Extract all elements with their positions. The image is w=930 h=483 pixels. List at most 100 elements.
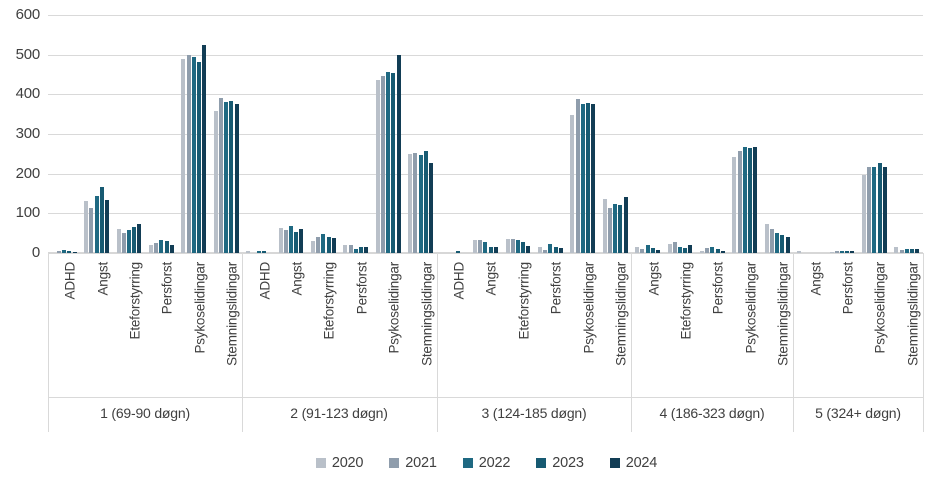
bar-2020 [311, 241, 315, 253]
bar-2024 [397, 55, 401, 253]
category-label: Angst [289, 262, 305, 296]
bar-2024 [526, 246, 530, 253]
legend-item-2022: 2022 [462, 455, 511, 471]
category-label: Stemningslidingar [775, 262, 791, 366]
legend-label: 2022 [478, 455, 511, 471]
legend-swatch-icon [462, 458, 473, 468]
category-label: Persforst [354, 262, 370, 315]
bar-2021 [154, 243, 158, 253]
bar-2022 [192, 57, 196, 253]
bar-2024 [624, 197, 628, 253]
bar-2024 [235, 104, 239, 253]
category-label: Eteforstyrring [516, 262, 532, 340]
bar-2020 [279, 228, 283, 253]
bar-2023 [618, 205, 622, 253]
legend-label: 2024 [625, 455, 658, 471]
category-label: Eteforstyrring [678, 262, 694, 340]
bar-2022 [62, 250, 66, 253]
bar-2022 [483, 242, 487, 253]
y-tick-label: 100 [15, 204, 41, 221]
legend-item-2020: 2020 [315, 455, 363, 471]
bar-2021 [478, 240, 482, 253]
bar-2023 [197, 62, 201, 253]
bar-2023 [878, 163, 882, 253]
bar-2022 [386, 72, 390, 253]
legend-item-2024: 2024 [609, 455, 658, 471]
group-label: 1 (69-90 døgn) [100, 405, 190, 421]
gridline [48, 134, 923, 135]
bar-2024 [73, 252, 77, 253]
bar-2023 [67, 251, 71, 253]
bar-2023 [456, 251, 460, 253]
category-label: Stemningslidingar [905, 262, 921, 366]
bar-2024 [494, 247, 498, 253]
bar-2024 [105, 200, 109, 253]
bar-2020 [732, 157, 736, 253]
bar-2023 [910, 249, 914, 253]
bar-2022 [127, 230, 131, 253]
bar-2020 [246, 251, 250, 253]
bar-2022 [321, 234, 325, 253]
category-label: Stemningslidingar [613, 262, 629, 366]
bar-2022 [905, 249, 909, 253]
bar-2021 [867, 167, 871, 253]
bar-2024 [559, 248, 563, 253]
bar-2023 [554, 247, 558, 253]
bar-2024 [429, 163, 433, 253]
x-axis-line [48, 252, 923, 254]
legend-item-2023: 2023 [536, 455, 584, 471]
legend-swatch-icon [609, 458, 620, 468]
legend-swatch-icon [389, 458, 400, 468]
bar-2020 [506, 239, 510, 253]
group-divider [793, 253, 794, 432]
bar-2022 [743, 147, 747, 253]
bar-2024 [721, 251, 725, 253]
bar-2021 [640, 249, 644, 253]
y-tick-label: 300 [15, 125, 41, 142]
bar-2024 [591, 104, 595, 253]
bar-2021 [673, 242, 677, 253]
bar-2020 [117, 229, 121, 253]
gridline [48, 94, 923, 95]
group-divider [923, 253, 924, 432]
bar-2022 [840, 251, 844, 253]
category-label: ADHD [62, 262, 78, 300]
category-label: Stemningslidingar [419, 262, 435, 366]
bar-2022 [548, 244, 552, 253]
bar-2021 [89, 208, 93, 253]
gridline [48, 15, 923, 16]
category-label: ADHD [257, 262, 273, 300]
bar-2024 [202, 45, 206, 253]
bar-2020 [181, 59, 185, 253]
gridline [48, 55, 923, 56]
bar-2023 [489, 247, 493, 253]
category-label: Psykoselidingar [872, 262, 888, 354]
bar-2021 [900, 250, 904, 253]
bar-2024 [332, 238, 336, 253]
bar-2022 [159, 240, 163, 253]
bar-2021 [122, 233, 126, 253]
bar-2023 [327, 237, 331, 253]
bar-2020 [343, 245, 347, 253]
category-label: Angst [808, 262, 824, 296]
bar-2024 [786, 237, 790, 253]
legend-label: 2023 [552, 455, 584, 471]
legend: 2020 2021 2022 2023 2024 [48, 455, 925, 471]
group-label: 2 (91-123 døgn) [290, 405, 388, 421]
bar-2020 [538, 247, 542, 253]
bar-2021 [187, 55, 191, 253]
bar-2021 [770, 229, 774, 253]
bar-2021 [349, 245, 353, 253]
bar-2023 [424, 151, 428, 253]
bar-2024 [656, 250, 660, 253]
bar-2022 [613, 204, 617, 253]
bar-2021 [705, 248, 709, 253]
bar-2024 [688, 245, 692, 253]
y-tick-label: 600 [15, 6, 41, 23]
y-tick-label: 200 [15, 165, 41, 182]
category-separator-line [48, 397, 923, 398]
legend-swatch-icon [536, 458, 547, 468]
bar-2023 [748, 148, 752, 253]
bar-2020 [149, 245, 153, 253]
